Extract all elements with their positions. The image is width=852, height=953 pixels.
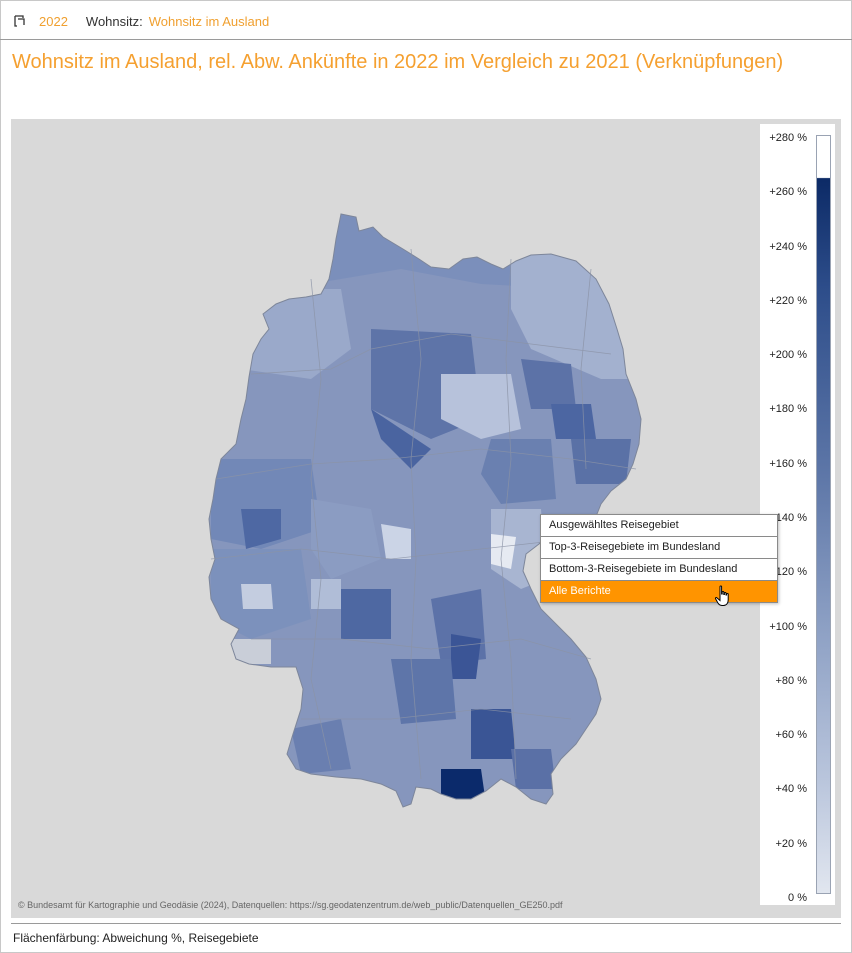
map-panel: © Bundesamt für Kartographie und Geodäsi… — [11, 119, 841, 918]
legend-tick: +140 % — [769, 512, 807, 524]
footer-divider — [11, 923, 841, 924]
legend-tick: +80 % — [775, 674, 808, 687]
footer-caption: Flächenfärbung: Abweichung %, Reisegebie… — [13, 931, 259, 945]
legend-tick: +220 % — [769, 294, 807, 307]
legend-tick: +40 % — [775, 783, 808, 796]
breadcrumb-value[interactable]: Wohnsitz im Ausland — [148, 13, 270, 29]
menu-item-selected-area[interactable]: Ausgewähltes Reisegebiet — [541, 515, 777, 537]
hand-pointer-icon — [714, 585, 732, 612]
collapse-corner-icon[interactable] — [13, 14, 27, 28]
legend-color-bar — [816, 135, 831, 894]
legend-tick: +100 % — [769, 620, 807, 633]
breadcrumb-year[interactable]: 2022 — [39, 13, 68, 29]
breadcrumb: 2022 Wohnsitz: Wohnsitz im Ausland — [13, 12, 269, 30]
legend-tick: +200 % — [769, 349, 807, 362]
context-menu: Ausgewähltes Reisegebiet Top-3-Reisegebi… — [540, 514, 778, 603]
page-title: Wohnsitz im Ausland, rel. Abw. Ankünfte … — [12, 51, 784, 73]
legend-tick: 0 % — [788, 892, 807, 904]
legend-tick: +160 % — [769, 457, 807, 470]
map-copyright: © Bundesamt für Kartographie und Geodäsi… — [18, 900, 563, 910]
legend-tick: +240 % — [769, 240, 807, 253]
breadcrumb-key: Wohnsitz: — [85, 13, 143, 29]
legend-tick: +120 % — [769, 566, 807, 579]
germany-map[interactable] — [11, 119, 841, 918]
menu-item-bottom3[interactable]: Bottom-3-Reisegebiete im Bundesland — [541, 559, 777, 581]
legend-tick: +20 % — [775, 837, 808, 850]
legend-tick: +60 % — [775, 729, 808, 742]
menu-item-all-reports[interactable]: Alle Berichte — [541, 581, 777, 602]
header-divider — [0, 39, 852, 40]
legend-tick: +260 % — [769, 186, 807, 199]
legend-tick: +180 % — [769, 403, 807, 416]
legend-tick: +280 % — [769, 132, 807, 144]
menu-item-top3[interactable]: Top-3-Reisegebiete im Bundesland — [541, 537, 777, 559]
